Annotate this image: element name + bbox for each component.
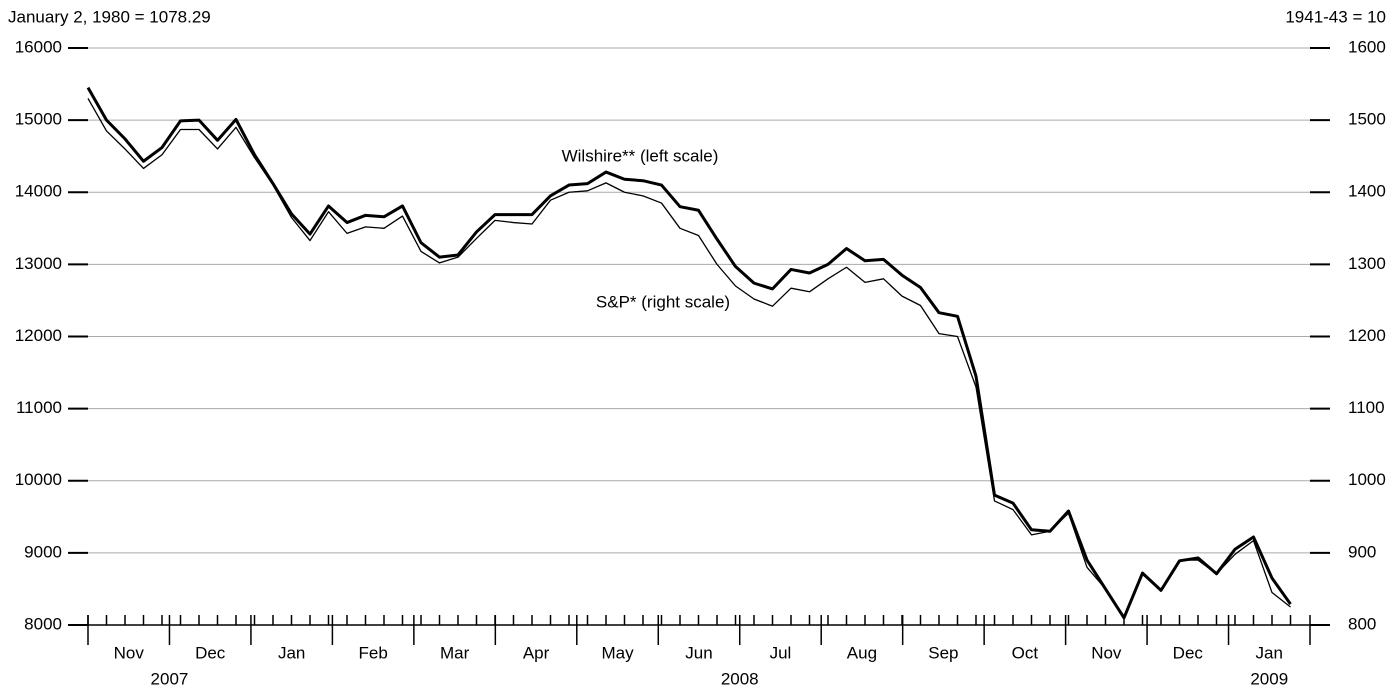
y-tick-label: 16000: [15, 37, 62, 56]
x-tick-label: Sep: [928, 643, 958, 662]
x-tick-label: Feb: [358, 643, 387, 662]
y2-tick-label: 800: [1348, 614, 1376, 633]
y-tick-label: 12000: [15, 326, 62, 345]
x-tick-label: Dec: [1173, 643, 1204, 662]
y-tick-label: 8000: [24, 614, 62, 633]
y2-tick-label: 900: [1348, 542, 1376, 561]
x-tick-label: Jan: [278, 643, 305, 662]
x-tick-label: Aug: [847, 643, 877, 662]
x-tick-label: Dec: [195, 643, 226, 662]
series-label: Wilshire** (left scale): [562, 146, 719, 165]
x-tick-label: Nov: [114, 643, 145, 662]
y2-tick-label: 1500: [1348, 110, 1386, 129]
year-label: 2007: [151, 669, 189, 688]
left-note: January 2, 1980 = 1078.29: [8, 7, 211, 26]
y2-tick-label: 1200: [1348, 326, 1386, 345]
x-tick-label: Jul: [770, 643, 792, 662]
x-tick-label: Apr: [523, 643, 550, 662]
y-tick-label: 13000: [15, 254, 62, 273]
x-tick-label: Oct: [1012, 643, 1039, 662]
right-note: 1941-43 = 10: [1285, 7, 1386, 26]
y2-tick-label: 1600: [1348, 37, 1386, 56]
y-tick-label: 10000: [15, 470, 62, 489]
y2-tick-label: 1400: [1348, 182, 1386, 201]
y-tick-label: 15000: [15, 110, 62, 129]
x-tick-label: Jun: [685, 643, 712, 662]
series-label: S&P* (right scale): [596, 292, 730, 311]
y2-tick-label: 1000: [1348, 470, 1386, 489]
y2-tick-label: 1100: [1348, 398, 1385, 417]
x-tick-label: May: [601, 643, 634, 662]
y2-tick-label: 1300: [1348, 254, 1386, 273]
x-tick-label: Mar: [440, 643, 470, 662]
x-tick-label: Jan: [1256, 643, 1283, 662]
series-line: [87, 98, 1291, 617]
x-tick-label: Nov: [1091, 643, 1122, 662]
year-label: 2008: [721, 669, 759, 688]
y-tick-label: 14000: [15, 182, 62, 201]
year-label: 2009: [1250, 669, 1288, 688]
y-tick-label: 11000: [16, 398, 62, 417]
series-line: [86, 86, 1292, 620]
y-tick-label: 9000: [24, 542, 62, 561]
